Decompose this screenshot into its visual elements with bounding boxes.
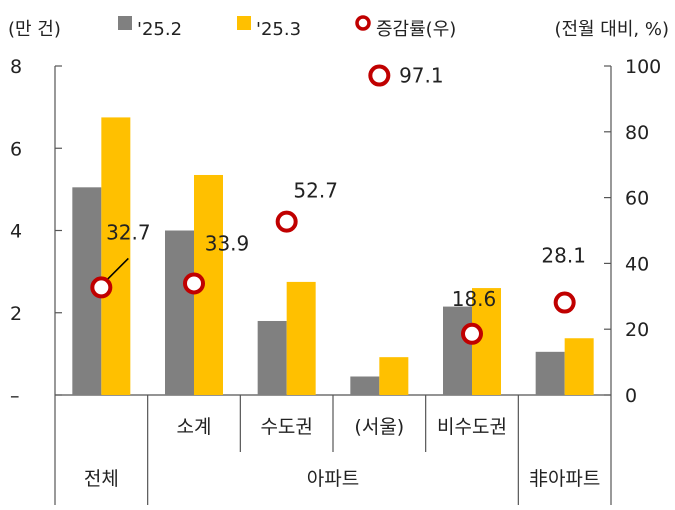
- rate-markers: [90, 64, 576, 345]
- left-tick-label: 8: [10, 56, 22, 78]
- bar-mar: [564, 338, 594, 395]
- legend-swatch-mar: [237, 16, 251, 30]
- subcategory-label: 소계: [177, 416, 212, 438]
- right-tick-label: 20: [625, 319, 649, 341]
- rate-label: 52.7: [293, 179, 338, 203]
- right-tick-label: 100: [625, 56, 661, 78]
- bar-feb: [535, 351, 565, 395]
- rate-marker: [275, 210, 298, 233]
- rate-label: 18.6: [452, 287, 497, 311]
- bar-mar: [101, 117, 131, 395]
- rate-label: 28.1: [541, 244, 586, 268]
- bar-feb: [443, 306, 472, 395]
- group-label: 전체: [84, 468, 119, 490]
- data-labels: 32.7 33.9 52.7 97.1 18.6 28.1: [106, 64, 586, 311]
- left-tick-label: 4: [10, 221, 22, 243]
- group-label: 非아파트: [529, 468, 600, 490]
- rate-label: 32.7: [106, 220, 151, 244]
- right-tick-label: 0: [625, 385, 637, 407]
- rate-label: 33.9: [205, 231, 250, 255]
- right-tick-label: 80: [625, 122, 649, 144]
- subcategory-label: (서울): [354, 416, 404, 438]
- rate-marker: [368, 64, 391, 87]
- bars: [72, 117, 594, 395]
- rate-marker: [461, 322, 483, 345]
- legend: '25.2 '25.3 증감률(우): [118, 15, 456, 40]
- rate-marker: [183, 272, 205, 295]
- left-tick-label: 6: [10, 138, 22, 160]
- subcategory-label: 비수도권: [437, 416, 507, 438]
- bar-feb: [165, 230, 194, 395]
- left-tick-label: 2: [10, 303, 22, 325]
- axes: 8 6 4 2 – 100 80 60 40 20 0: [10, 56, 661, 407]
- left-axis-unit: (만 건): [8, 19, 61, 40]
- subcategory-label: 수도권: [260, 416, 312, 438]
- rate-marker: [90, 276, 113, 299]
- bar-mar: [286, 281, 316, 395]
- legend-label-rate: 증감률(우): [376, 19, 456, 40]
- bar-feb: [257, 320, 287, 395]
- leader-lines: [103, 257, 129, 283]
- right-tick-label: 60: [625, 188, 649, 210]
- left-tick-label: –: [10, 385, 20, 407]
- right-axis-unit: (전월 대비, %): [554, 19, 669, 40]
- bar-feb: [350, 376, 380, 395]
- leader-line: [103, 257, 129, 283]
- legend-label-mar: '25.3: [256, 19, 301, 40]
- legend-swatch-feb: [118, 16, 132, 30]
- right-tick-label: 40: [625, 253, 649, 275]
- legend-label-feb: '25.2: [137, 19, 182, 40]
- rate-marker: [553, 291, 576, 314]
- legend-marker-rate: [355, 15, 371, 31]
- bar-mar: [379, 357, 409, 395]
- rate-label: 97.1: [399, 64, 444, 88]
- group-label: 아파트: [307, 468, 359, 490]
